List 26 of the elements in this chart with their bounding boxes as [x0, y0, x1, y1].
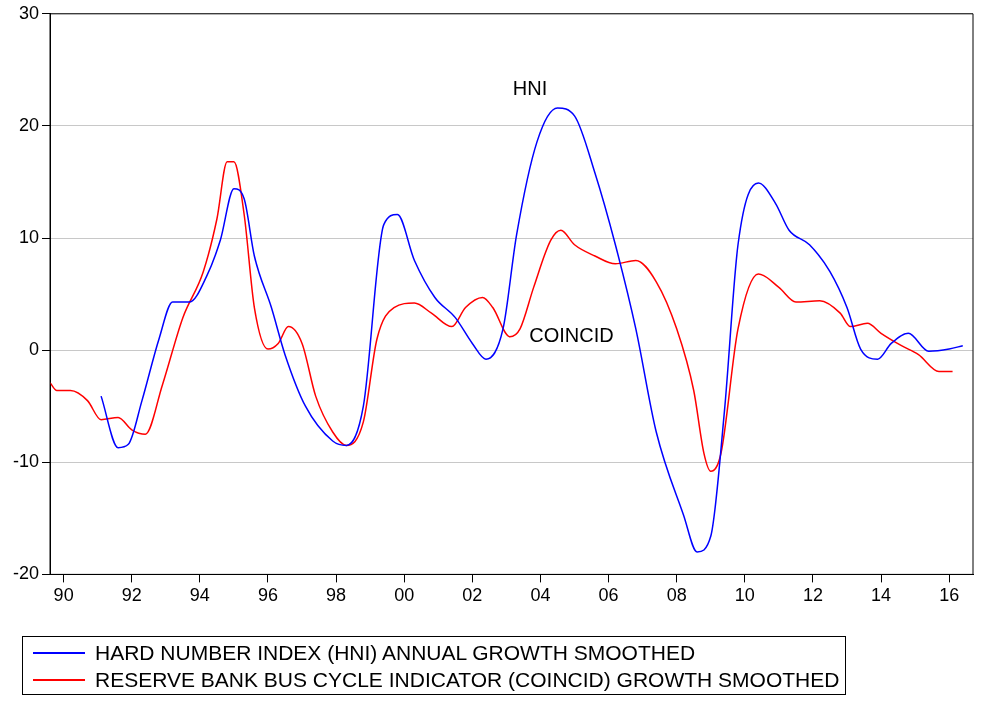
x-tick-label: 04: [530, 585, 551, 606]
x-tick-label: 96: [257, 585, 279, 606]
x-tick-label: 98: [326, 585, 347, 606]
line-series: [100, 107, 964, 553]
x-tick-label: 00: [394, 585, 415, 606]
legend-label: HARD NUMBER INDEX (HNI) ANNUAL GROWTH SMOOTHED: [95, 640, 696, 666]
y-tick-label: 0: [29, 339, 40, 360]
x-tick-label: 90: [53, 585, 74, 606]
x-tick-label: 92: [121, 585, 142, 606]
legend-label: RESERVE BANK BUS CYCLE INDICATOR (COINCID) GROWTH SMOOTHED: [95, 667, 840, 693]
y-tick-label: -10: [13, 451, 40, 472]
annotation: COINCID: [529, 323, 614, 346]
x-tick-label: 08: [666, 585, 687, 606]
x-tick-label: 02: [462, 585, 483, 606]
x-tick-label: 10: [734, 585, 755, 606]
x-tick-label: 94: [189, 585, 210, 606]
y-tick-label: 30: [18, 2, 40, 23]
x-tick-label: 14: [871, 585, 892, 606]
y-tick-label: 10: [18, 227, 40, 248]
y-tick-label: 20: [18, 114, 40, 135]
line-series: [50, 161, 954, 472]
x-tick-label: 16: [939, 585, 960, 606]
x-tick-label: 06: [598, 585, 619, 606]
x-tick-label: 12: [802, 585, 823, 606]
annotation: HNI: [512, 77, 548, 99]
y-tick-label: -20: [13, 563, 40, 584]
